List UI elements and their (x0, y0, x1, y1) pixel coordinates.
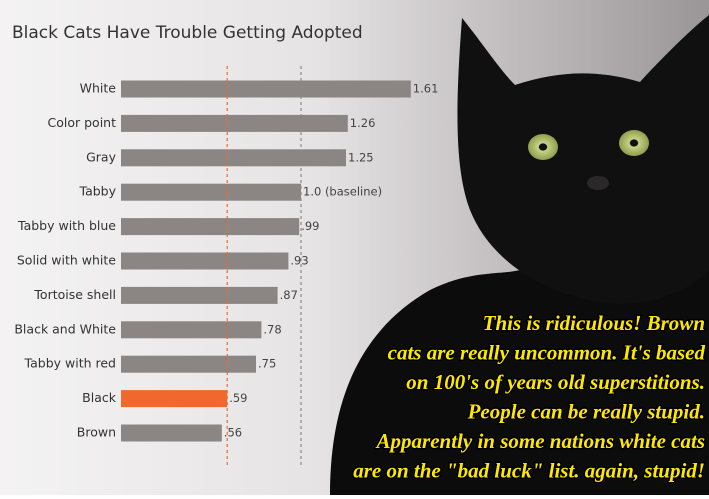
value-label: .93 (290, 254, 308, 268)
caption-line: on 100's of years old superstitions. (406, 370, 705, 394)
caption-line: cats are really uncommon. It's based (388, 340, 706, 364)
value-label: .75 (258, 357, 276, 371)
value-label: 1.26 (350, 116, 376, 130)
value-label: .78 (263, 322, 281, 336)
bar (121, 149, 346, 167)
value-label: 1.61 (413, 82, 439, 96)
y-tick-label: Tabby (79, 184, 117, 199)
y-tick-label: Black and White (14, 321, 116, 336)
y-tick-label: Gray (86, 149, 116, 164)
value-label: .56 (224, 426, 242, 440)
caption-line: Apparently in some nations white cats (375, 429, 705, 453)
y-tick-label: White (80, 81, 117, 96)
bar (121, 390, 228, 408)
value-label: .59 (229, 391, 247, 405)
y-tick-label: Solid with white (17, 253, 116, 268)
bar (121, 286, 278, 304)
caption-line: People can be really stupid. (467, 399, 705, 423)
y-tick-label: Brown (77, 425, 116, 440)
y-tick-label: Black (82, 390, 117, 405)
chart-title: Black Cats Have Trouble Getting Adopted (12, 23, 363, 43)
caption-line: are on the "bad luck" list. again, stupi… (353, 458, 705, 482)
y-tick-label: Color point (48, 115, 117, 130)
cat-photo (330, 15, 709, 495)
bar (121, 424, 222, 442)
bar (121, 355, 256, 373)
bar (121, 218, 300, 236)
y-tick-label: Tabby with blue (17, 218, 116, 233)
bar (121, 114, 348, 132)
caption-line: This is ridiculous! Brown (483, 311, 705, 335)
value-label: 1.25 (348, 150, 374, 164)
value-label: 1.0 (baseline) (303, 185, 382, 199)
value-label: .87 (280, 288, 298, 302)
bar (121, 321, 262, 339)
value-label: .99 (301, 219, 319, 233)
bar (121, 252, 289, 270)
bar (121, 183, 301, 201)
y-tick-label: Tabby with red (24, 356, 116, 371)
bar (121, 80, 411, 98)
y-tick-label: Tortoise shell (33, 287, 116, 302)
